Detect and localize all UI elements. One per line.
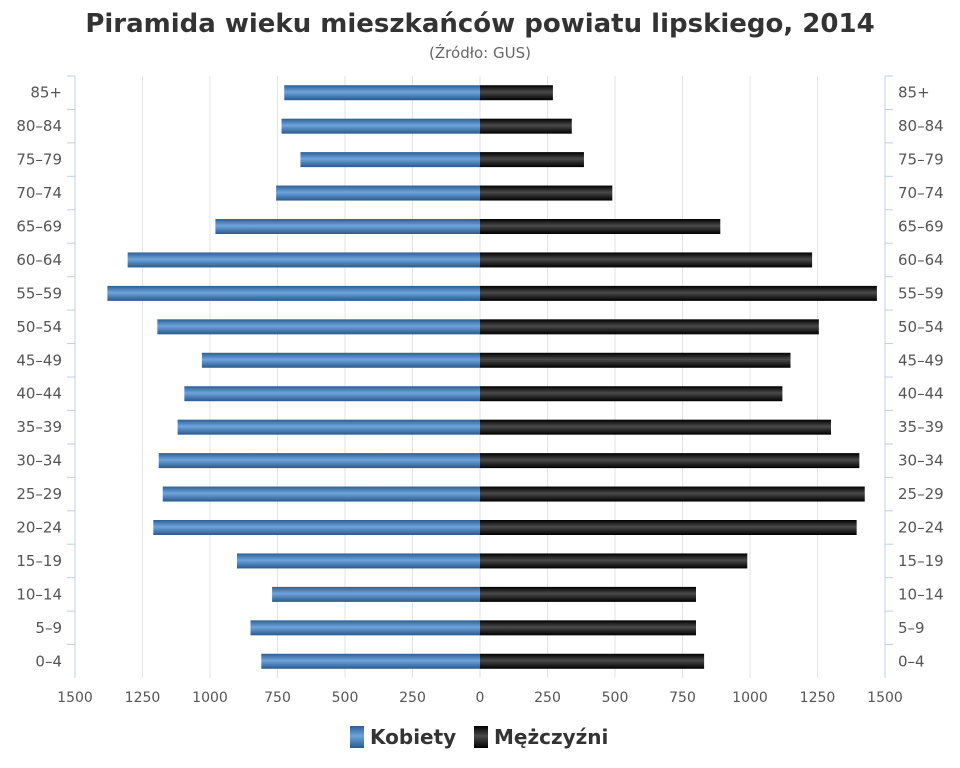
y-label-right: 85+ bbox=[898, 84, 930, 102]
y-label-right: 30–34 bbox=[898, 452, 944, 470]
y-label-right: 35–39 bbox=[898, 418, 944, 436]
bar-kobiety[interactable] bbox=[153, 520, 481, 535]
legend-kobiety-swatch bbox=[350, 726, 364, 748]
bar-kobiety[interactable] bbox=[284, 85, 480, 101]
x-tick-label: 1250 bbox=[125, 690, 161, 706]
y-label-left: 0–4 bbox=[35, 652, 62, 670]
y-label-right: 20–24 bbox=[898, 519, 944, 537]
x-tick-label: 1000 bbox=[192, 690, 228, 706]
bar-mezczyzni[interactable] bbox=[480, 419, 831, 435]
bar-mezczyzni[interactable] bbox=[480, 219, 721, 234]
legend: Kobiety Mężczyźni bbox=[350, 725, 608, 749]
x-tick-label: 1000 bbox=[732, 690, 768, 706]
y-label-right: 45–49 bbox=[898, 351, 944, 369]
y-label-right: 0–4 bbox=[898, 652, 925, 670]
y-label-left: 40–44 bbox=[16, 385, 62, 403]
y-label-right: 60–64 bbox=[898, 251, 944, 269]
bar-mezczyzni[interactable] bbox=[480, 586, 696, 602]
legend-mezczyzni-swatch bbox=[474, 726, 488, 748]
bar-mezczyzni[interactable] bbox=[480, 653, 705, 669]
y-label-left: 25–29 bbox=[16, 485, 62, 503]
y-label-left: 10–14 bbox=[16, 585, 62, 603]
bar-mezczyzni[interactable] bbox=[480, 386, 783, 402]
axes bbox=[67, 75, 893, 678]
x-tick-label: 500 bbox=[332, 690, 359, 706]
bar-kobiety[interactable] bbox=[201, 352, 480, 368]
bar-mezczyzni[interactable] bbox=[480, 453, 860, 469]
x-tick-label: 1500 bbox=[57, 690, 93, 706]
y-label-left: 70–74 bbox=[16, 184, 62, 202]
y-label-right: 70–74 bbox=[898, 184, 944, 202]
bar-kobiety[interactable] bbox=[127, 252, 481, 268]
x-tick-label: 0 bbox=[476, 690, 485, 706]
legend-kobiety[interactable]: Kobiety bbox=[350, 725, 456, 749]
bar-kobiety[interactable] bbox=[157, 319, 480, 335]
bar-mezczyzni[interactable] bbox=[480, 620, 696, 636]
bar-kobiety[interactable] bbox=[237, 553, 480, 569]
bar-kobiety[interactable] bbox=[215, 219, 480, 234]
y-label-right: 10–14 bbox=[898, 585, 944, 603]
bar-mezczyzni[interactable] bbox=[480, 285, 877, 301]
y-label-left: 5–9 bbox=[35, 619, 62, 637]
y-label-right: 40–44 bbox=[898, 385, 944, 403]
bar-kobiety[interactable] bbox=[300, 152, 480, 168]
bar-kobiety[interactable] bbox=[281, 118, 480, 134]
y-label-left: 75–79 bbox=[16, 151, 62, 169]
bar-mezczyzni[interactable] bbox=[480, 118, 572, 134]
y-label-left: 55–59 bbox=[16, 284, 62, 302]
y-label-right: 15–19 bbox=[898, 552, 944, 570]
y-label-left: 30–34 bbox=[16, 452, 62, 470]
bar-mezczyzni[interactable] bbox=[480, 352, 791, 368]
bar-mezczyzni[interactable] bbox=[480, 319, 819, 335]
y-label-left: 15–19 bbox=[16, 552, 62, 570]
y-label-right: 65–69 bbox=[898, 218, 944, 236]
bar-kobiety[interactable] bbox=[184, 386, 480, 402]
y-label-left: 85+ bbox=[30, 84, 62, 102]
bar-kobiety[interactable] bbox=[250, 620, 481, 636]
y-label-left: 65–69 bbox=[16, 218, 62, 236]
y-label-left: 45–49 bbox=[16, 351, 62, 369]
bar-mezczyzni[interactable] bbox=[480, 252, 813, 268]
y-label-right: 25–29 bbox=[898, 485, 944, 503]
y-label-left: 20–24 bbox=[16, 519, 62, 537]
y-label-left: 35–39 bbox=[16, 418, 62, 436]
bar-mezczyzni[interactable] bbox=[480, 553, 748, 569]
bar-kobiety[interactable] bbox=[177, 419, 480, 435]
y-label-right: 50–54 bbox=[898, 318, 944, 336]
x-tick-label: 500 bbox=[602, 690, 629, 706]
bar-mezczyzni[interactable] bbox=[480, 486, 865, 502]
chart-subtitle: (Źródło: GUS) bbox=[429, 43, 531, 62]
y-label-right: 55–59 bbox=[898, 284, 944, 302]
y-label-right: 5–9 bbox=[898, 619, 925, 637]
x-tick-label: 250 bbox=[534, 690, 561, 706]
bar-kobiety[interactable] bbox=[162, 486, 480, 502]
legend-kobiety-label: Kobiety bbox=[370, 725, 456, 749]
labels: 1500 1250 1000 750 500 250 0 250 500 750 1000 1250 1… bbox=[16, 84, 943, 706]
x-tick-label: 1250 bbox=[800, 690, 836, 706]
x-tick-label: 1500 bbox=[867, 690, 903, 706]
y-label-left: 60–64 bbox=[16, 251, 62, 269]
x-tick-label: 750 bbox=[264, 690, 291, 706]
y-label-right: 80–84 bbox=[898, 117, 944, 135]
bar-mezczyzni[interactable] bbox=[480, 185, 613, 201]
legend-mezczyzni[interactable]: Mężczyźni bbox=[474, 725, 608, 749]
y-label-right: 75–79 bbox=[898, 151, 944, 169]
bar-mezczyzni[interactable] bbox=[480, 520, 857, 535]
bar-kobiety[interactable] bbox=[158, 453, 480, 469]
y-label-left: 50–54 bbox=[16, 318, 62, 336]
bar-kobiety[interactable] bbox=[107, 285, 481, 301]
bars bbox=[107, 85, 877, 669]
bar-kobiety[interactable] bbox=[261, 653, 480, 669]
bar-kobiety[interactable] bbox=[276, 185, 480, 201]
chart-title: Piramida wieku mieszkańców powiatu lipsk… bbox=[85, 9, 874, 39]
bar-kobiety[interactable] bbox=[272, 586, 480, 602]
bar-mezczyzni[interactable] bbox=[480, 152, 584, 168]
bar-mezczyzni[interactable] bbox=[480, 85, 553, 101]
y-label-left: 80–84 bbox=[16, 117, 62, 135]
x-tick-label: 250 bbox=[399, 690, 426, 706]
x-tick-label: 750 bbox=[669, 690, 696, 706]
legend-mezczyzni-label: Mężczyźni bbox=[494, 725, 608, 749]
